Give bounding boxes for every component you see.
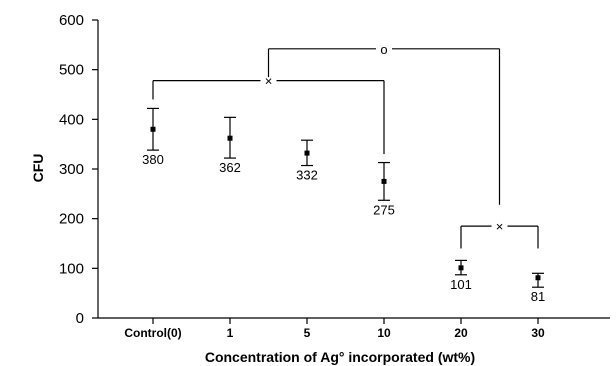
x-axis-title: Concentration of Ag° incorporated (wt%) [205, 349, 475, 365]
data-point [535, 275, 541, 281]
x-tick-label: 5 [304, 326, 311, 340]
y-tick-label: 200 [59, 211, 84, 228]
x-tick-label: 10 [377, 326, 391, 340]
x-tick-label: 30 [531, 326, 545, 340]
data-label: 275 [373, 202, 395, 217]
x-axis: Control(0) 1 5 10 20 30 [98, 317, 610, 340]
data-point [150, 126, 156, 132]
x-tick-label: 1 [227, 326, 234, 340]
significance-label: o [380, 42, 387, 57]
y-tick-label: 600 [59, 12, 84, 29]
data-label: 81 [531, 289, 545, 304]
y-axis-title: CFU [30, 154, 46, 183]
x-tick-label: Control(0) [124, 326, 181, 340]
y-axis: 0 100 200 300 400 500 600 [59, 12, 99, 327]
y-tick-label: 0 [76, 310, 84, 327]
data-point [227, 135, 233, 141]
data-label: 362 [219, 160, 241, 175]
data-point [458, 265, 464, 271]
y-tick-label: 400 [59, 111, 84, 128]
data-point [304, 150, 310, 156]
significance-brackets: × o × [152, 42, 539, 249]
data-label: 380 [142, 152, 164, 167]
significance-label: × [265, 74, 273, 89]
y-tick-label: 300 [59, 161, 84, 178]
y-tick-label: 100 [59, 260, 84, 277]
data-points: 380 362 332 275 101 81 [142, 107, 545, 304]
x-tick-label: 20 [454, 326, 468, 340]
data-label: 332 [296, 168, 318, 183]
significance-label: × [496, 219, 504, 234]
y-tick-label: 500 [59, 62, 84, 79]
data-point [381, 178, 387, 184]
data-label: 101 [450, 277, 472, 292]
